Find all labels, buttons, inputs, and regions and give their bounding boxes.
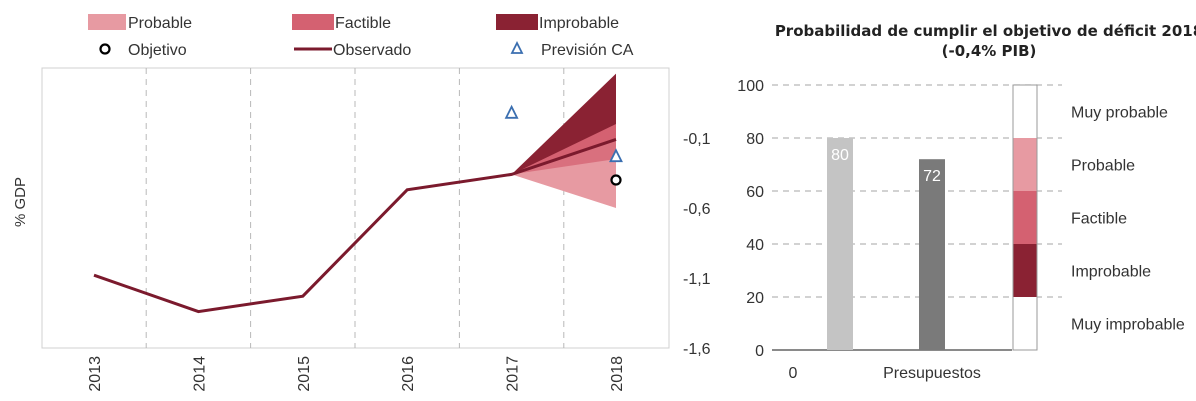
bar-y-tick-label: 60: [746, 184, 764, 201]
bar-data-label: 80: [831, 147, 849, 164]
legend-label-factible: Factible: [335, 15, 391, 32]
legend-swatch-factible: [292, 14, 334, 30]
legend-swatch-probable: [88, 14, 126, 30]
y-tick-label: -1,6: [683, 341, 711, 358]
scale-label-improbable: Improbable: [1071, 264, 1151, 281]
bar-chart-y-tick-labels: 0 20 40 60 80 100: [737, 78, 764, 360]
bar-y-tick-label: 100: [737, 78, 764, 95]
y-tick-label: -0,1: [683, 131, 711, 148]
bar-chart-bars: 80 72: [827, 138, 945, 350]
legend-label-probable: Probable: [128, 15, 192, 32]
scale-label-factible: Factible: [1071, 211, 1127, 228]
legend-marker-prevision: [510, 40, 524, 54]
legend-label-objetivo: Objetivo: [128, 42, 187, 59]
bar-chart: Probabilidad de cumplir el objetivo de d…: [737, 22, 1196, 382]
x-tick-label: 2017: [505, 356, 522, 392]
scale-band-factible: [1013, 191, 1037, 244]
bar-y-tick-label: 80: [746, 131, 764, 148]
bar-y-tick-label: 0: [755, 343, 764, 360]
x-tick-label: 2014: [191, 356, 208, 392]
probability-scale-labels: Muy probable Probable Factible Improbable Mu…: [1071, 105, 1185, 334]
vertical-gridlines: [145, 68, 565, 348]
x-tick-label: 2016: [400, 356, 417, 392]
x-tick-label: 2018: [609, 356, 626, 392]
legend-label-prevision: Previsión CA: [541, 42, 634, 59]
plot-area: [41, 67, 670, 349]
bar-chart-gridlines: [772, 84, 1062, 298]
series-markers-objetivo: [610, 174, 622, 186]
y-axis-tick-labels: -1,6 -1,1 -0,6 -0,1: [683, 131, 711, 358]
scale-band-muy-improbable: [1013, 297, 1037, 350]
bar-data-label: 72: [923, 168, 941, 185]
series-line-observado: [93, 137, 617, 314]
bar-x-tick-label: Presupuestos: [883, 365, 981, 382]
bar-y-tick-label: 40: [746, 237, 764, 254]
line-chart: 2013 2014 2015 2016 2017 2018 -1,6 -1,1 -0,6 -0,…: [12, 67, 711, 392]
y-tick-label: -0,6: [683, 201, 711, 218]
legend-label-observado: Observado: [333, 42, 411, 59]
scale-label-probable: Probable: [1071, 158, 1135, 175]
marker-prevision: [609, 148, 623, 163]
x-axis-tick-labels: 2013 2014 2015 2016 2017 2018: [87, 356, 626, 392]
y-axis-label: % GDP: [12, 177, 29, 227]
legend-marker-objetivo: [99, 43, 111, 55]
bar-y-tick-label: 20: [746, 290, 764, 307]
bar-chart-title: Probabilidad de cumplir el objetivo de d…: [775, 22, 1196, 40]
legend-label-improbable: Improbable: [539, 15, 619, 32]
bar-chart-subtitle: (-0,4% PIB): [942, 42, 1037, 60]
fan-area-factible: [511, 124, 616, 175]
x-tick-label: 2015: [296, 356, 313, 392]
legend: Probable Factible Improbable Objetivo Ob…: [88, 14, 634, 59]
marker-prevision: [504, 104, 519, 119]
bar-0: [827, 138, 853, 350]
scale-label-muy-probable: Muy probable: [1071, 105, 1168, 122]
bar-x-tick-label: 0: [789, 365, 798, 382]
bar-chart-x-tick-labels: 0 Presupuestos: [789, 365, 981, 382]
scale-band-probable: [1013, 138, 1037, 191]
y-tick-label: -1,1: [683, 271, 711, 288]
probability-scale: [1012, 84, 1038, 351]
fan-area-improbable: [511, 73, 616, 175]
x-tick-label: 2013: [87, 356, 104, 392]
legend-swatch-improbable: [496, 14, 538, 30]
scale-border: [1012, 84, 1038, 351]
scale-label-muy-improbable: Muy improbable: [1071, 317, 1185, 334]
series-markers-prevision: [504, 104, 623, 163]
scale-band-muy-probable: [1013, 85, 1037, 138]
scale-band-improbable: [1013, 244, 1037, 297]
bar-presupuestos: [919, 159, 945, 350]
marker-objetivo: [610, 174, 622, 186]
